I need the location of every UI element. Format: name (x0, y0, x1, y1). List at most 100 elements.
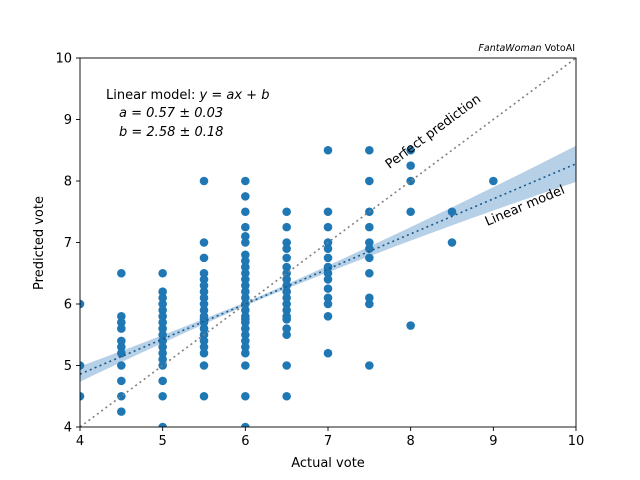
data-point (406, 176, 415, 186)
x-tick-label: 7 (324, 434, 332, 449)
y-tick-label: 5 (64, 359, 72, 374)
data-point (241, 222, 250, 232)
data-point (199, 324, 209, 333)
data-point (241, 330, 250, 340)
data-point (282, 262, 291, 272)
data-point (158, 299, 167, 309)
x-tick-label: 6 (241, 434, 249, 449)
data-point (323, 262, 333, 272)
data-point (158, 287, 167, 297)
data-point (323, 312, 333, 321)
data-point (199, 336, 209, 346)
data-point (199, 268, 209, 278)
data-point (241, 336, 250, 346)
data-point (241, 192, 250, 201)
data-point (241, 275, 250, 284)
data-point (241, 262, 250, 272)
data-point (365, 145, 374, 155)
data-point (199, 176, 209, 186)
model-heading: Linear model: y = ax + b (106, 88, 269, 103)
chart-credit: FantaWoman VotoAI (478, 43, 575, 54)
data-point (158, 376, 167, 386)
model-heading-prefix: Linear model: (106, 88, 200, 103)
data-point (282, 330, 291, 340)
data-point (241, 293, 250, 303)
data-point (282, 222, 291, 232)
y-tick-label: 4 (64, 421, 72, 436)
data-point (241, 176, 250, 186)
data-point (199, 391, 209, 401)
data-point (199, 342, 209, 352)
data-point (282, 238, 291, 247)
data-point (241, 232, 250, 241)
data-point (199, 238, 209, 247)
data-point (241, 287, 250, 297)
data-point (323, 284, 333, 293)
data-point (158, 348, 167, 358)
data-point (158, 293, 167, 303)
x-tick-label: 5 (159, 434, 167, 449)
y-axis-label: Predicted vote (32, 196, 47, 290)
data-point (158, 330, 167, 340)
data-point (241, 238, 250, 247)
data-point (241, 361, 250, 370)
data-point (158, 324, 167, 333)
perfect-prediction-line (80, 58, 576, 427)
x-axis-label: Actual vote (291, 456, 365, 471)
credit-italic: FantaWoman (478, 43, 541, 54)
data-point (117, 342, 126, 352)
data-point (241, 348, 250, 358)
data-point (158, 342, 167, 352)
data-point (323, 293, 333, 303)
data-point (241, 391, 250, 401)
axis-ticks: 4 5 6 7 8 9 10 4 5 6 7 8 9 10 (55, 52, 584, 450)
data-point (323, 253, 333, 263)
data-point (117, 407, 126, 416)
data-point (158, 318, 167, 327)
y-tick-label: 9 (64, 113, 72, 128)
model-heading-formula: y = ax + b (199, 88, 270, 103)
data-point (199, 305, 209, 315)
data-point (117, 336, 126, 346)
data-point (199, 318, 209, 327)
data-point (117, 348, 126, 358)
data-point (406, 145, 415, 155)
data-point (406, 207, 415, 217)
data-point (241, 324, 250, 333)
data-point (158, 355, 167, 364)
data-point (323, 222, 333, 232)
data-point (241, 422, 250, 427)
data-point (241, 256, 250, 266)
data-point (323, 275, 333, 284)
x-tick-label: 4 (76, 434, 84, 449)
data-point (199, 287, 209, 297)
data-point (117, 318, 126, 327)
data-point (241, 342, 250, 352)
data-point (323, 207, 333, 217)
data-point (282, 293, 291, 303)
data-point (365, 244, 374, 253)
data-point (365, 253, 374, 263)
data-point (323, 145, 333, 155)
data-point (199, 361, 209, 370)
data-point (323, 268, 333, 278)
data-point (117, 376, 126, 386)
y-tick-label: 7 (64, 236, 72, 251)
data-point (447, 238, 457, 247)
data-point (199, 348, 209, 358)
y-tick-label: 10 (55, 52, 72, 67)
data-point (365, 268, 374, 278)
data-point (158, 391, 167, 401)
data-point (323, 299, 333, 309)
y-tick-label: 8 (64, 175, 72, 190)
data-point (241, 305, 250, 315)
perfect-prediction-label: Perfect prediction (383, 92, 484, 173)
x-tick-label: 8 (407, 434, 415, 449)
data-point (282, 287, 291, 297)
data-point (241, 268, 250, 278)
data-point (365, 238, 374, 247)
data-point (447, 207, 457, 217)
data-point (158, 312, 167, 321)
data-point (199, 299, 209, 309)
data-point (365, 299, 374, 309)
